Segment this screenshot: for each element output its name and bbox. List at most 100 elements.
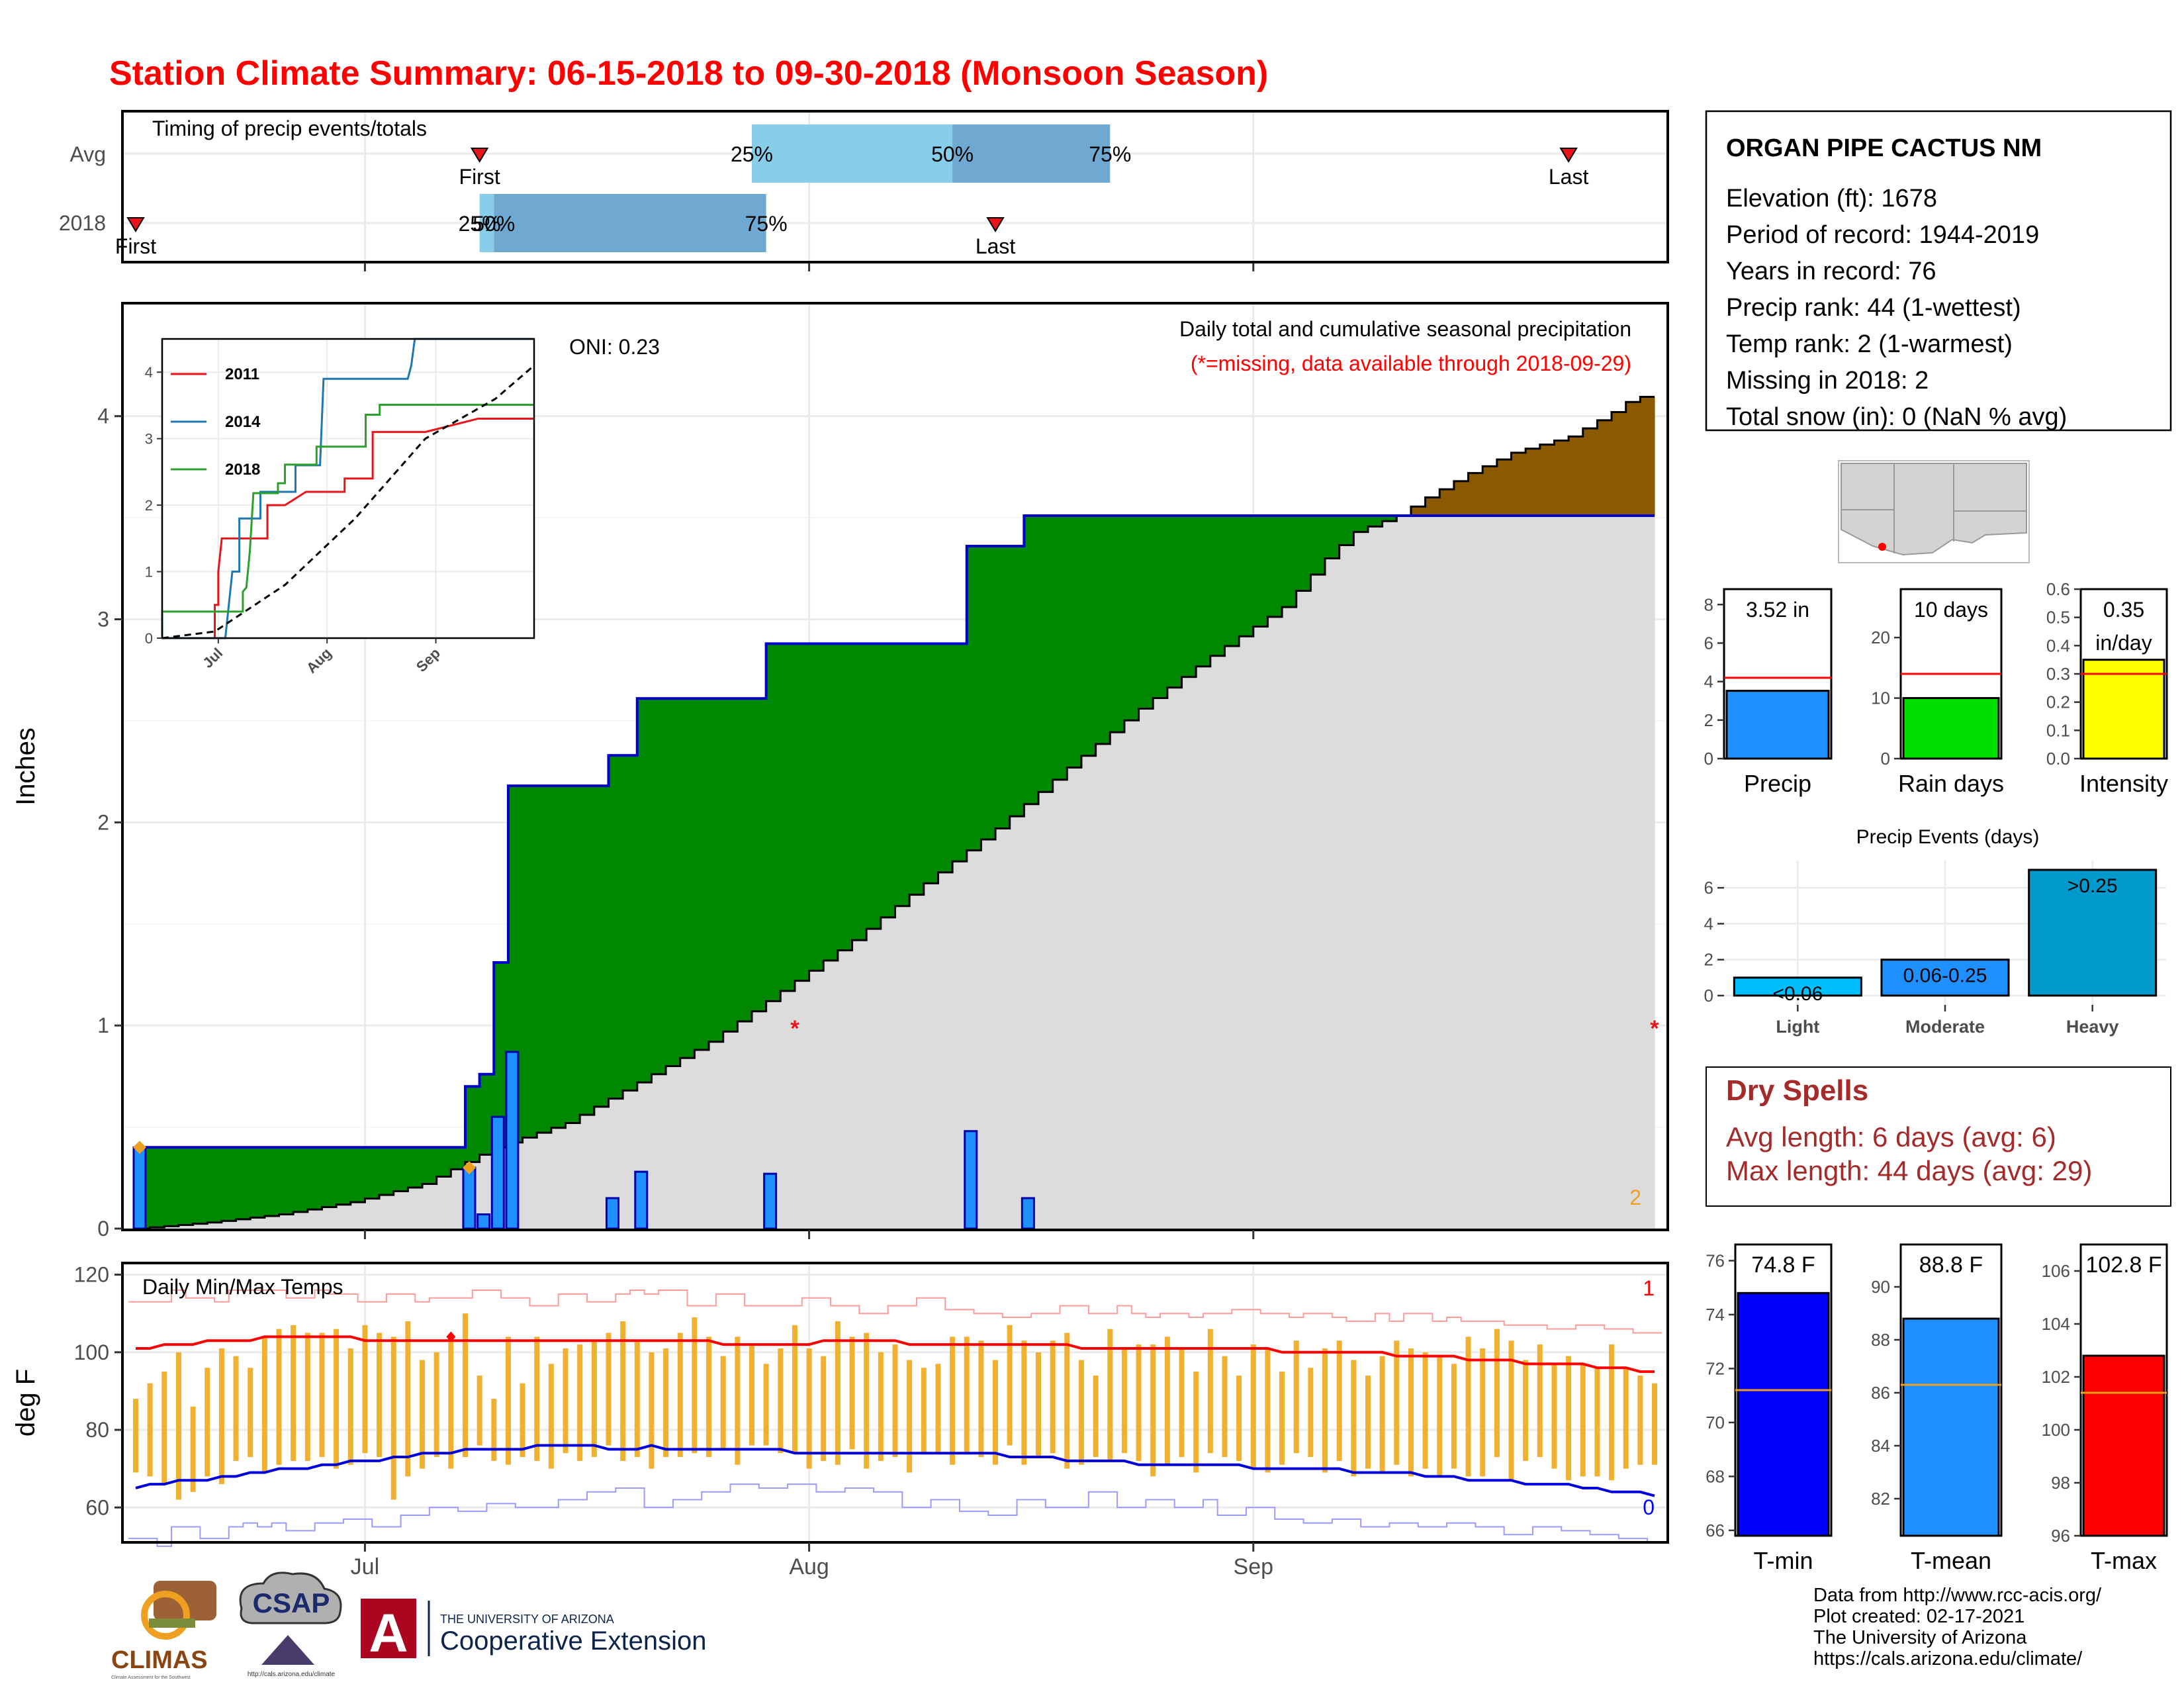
normal-area-segment xyxy=(666,1066,681,1229)
daily-temp-bar xyxy=(477,1375,482,1446)
station-line-temp-rank: Temp rank: 2 (1-warmest) xyxy=(1726,330,2013,358)
daily-temp-bar xyxy=(1150,1344,1156,1477)
summary-bar-label: T-max xyxy=(2091,1547,2157,1574)
inset-y-tick-label: 4 xyxy=(145,364,153,381)
daily-temp-bar xyxy=(505,1336,511,1465)
above-normal-segment xyxy=(780,643,796,992)
above-normal-segment xyxy=(981,546,996,840)
x-tick-label: Sep xyxy=(1234,1554,1274,1579)
normal-area-segment xyxy=(809,970,824,1229)
daily-temp-bar xyxy=(1351,1360,1357,1477)
summary-value-label: 0.35 xyxy=(2103,598,2144,622)
summary-y-tick-label: 0.2 xyxy=(2046,692,2070,712)
normal-area-segment xyxy=(1539,516,1555,1229)
above-normal-segment xyxy=(150,1147,165,1228)
above-normal-segment xyxy=(580,786,595,1115)
daily-temp-bar xyxy=(950,1336,956,1465)
station-name: ORGAN PIPE CACTUS NM xyxy=(1726,134,2042,162)
daily-temp-bar xyxy=(1480,1348,1486,1477)
summary-bar-rain-days xyxy=(1902,697,2000,760)
observed-cumulative-line xyxy=(136,514,1655,1149)
above-normal-segment xyxy=(1382,516,1397,522)
daily-temp-bar xyxy=(1422,1352,1428,1469)
summary-value-label: 10 days xyxy=(1914,598,1988,622)
footer-line-university: The University of Arizona xyxy=(1813,1627,2027,1648)
above-normal-segment xyxy=(164,1147,179,1227)
daily-temp-bar xyxy=(620,1321,626,1461)
above-normal-segment xyxy=(479,1074,494,1155)
inset-y-tick-label: 1 xyxy=(145,564,153,581)
above-normal-segment xyxy=(451,1147,466,1170)
above-normal-segment xyxy=(1167,516,1183,688)
daily-temp-bar xyxy=(577,1344,583,1461)
normal-area-segment xyxy=(1124,720,1140,1229)
above-normal-segment xyxy=(651,698,666,1074)
precip-panel-frame xyxy=(121,302,1669,1231)
above-normal-segment xyxy=(866,643,882,929)
summary-y-tick-label: 0.1 xyxy=(2046,720,2070,740)
temp-panel: 60 80 100 120 Daily Min/Max Temps deg F 1 0… xyxy=(11,1262,1669,1579)
normal-area-segment xyxy=(1525,516,1541,1229)
daily-temp-bar xyxy=(420,1360,426,1469)
daily-temp-bar xyxy=(735,1336,741,1465)
normal-area-segment xyxy=(1410,516,1426,1229)
summary-bar-label: Precip xyxy=(1744,770,1811,797)
above-normal-segment xyxy=(1267,516,1283,617)
daily-temp-bar xyxy=(591,1340,597,1458)
daily-precip-bar xyxy=(505,1051,520,1230)
normal-area-segment xyxy=(1081,755,1097,1229)
above-normal-segment xyxy=(250,1147,265,1218)
above-normal-segment xyxy=(350,1147,366,1203)
ua-logo-small: THE UNIVERSITY OF ARIZONA xyxy=(440,1613,614,1626)
normal-area-segment xyxy=(1009,816,1024,1229)
daily-temp-bar xyxy=(433,1352,439,1458)
record-min-line xyxy=(128,1483,1662,1547)
timing-row-avg-label: Avg xyxy=(69,142,106,166)
below-normal-segment xyxy=(1439,489,1455,516)
daily-temp-bar xyxy=(1222,1356,1228,1458)
timing-avg-p75-label: 75% xyxy=(1089,142,1131,166)
below-normal-segment xyxy=(1569,436,1584,516)
summary-y-tick-label: 104 xyxy=(2042,1314,2070,1334)
above-normal-segment xyxy=(465,1086,480,1162)
summary-y-tick-label: 70 xyxy=(1706,1413,1725,1432)
timing-avg-first-label: First xyxy=(459,165,500,189)
daily-temp-bar xyxy=(405,1321,411,1477)
inset-frame xyxy=(161,338,535,639)
normal-area-segment xyxy=(1482,516,1498,1229)
daily-temp-bar xyxy=(1236,1375,1242,1461)
daily-temp-bar xyxy=(347,1348,353,1465)
above-normal-segment xyxy=(1296,516,1311,591)
daily-temp-bar xyxy=(921,1368,927,1454)
daily-temp-bar xyxy=(1064,1333,1070,1469)
normal-area-segment xyxy=(1554,516,1569,1229)
precip-y-tick-label: 1 xyxy=(97,1013,109,1037)
above-normal-segment xyxy=(1181,516,1197,677)
summary-y-tick-label: 66 xyxy=(1706,1521,1725,1540)
above-normal-segment xyxy=(823,643,839,961)
daily-precip-bar xyxy=(763,1172,778,1230)
daily-temp-bar xyxy=(205,1368,210,1477)
daily-temp-bar xyxy=(233,1356,239,1461)
below-normal-segment xyxy=(1425,497,1440,516)
below-normal-segment xyxy=(1525,448,1541,516)
daily-temp-bar xyxy=(1594,1368,1600,1477)
daily-temp-bar xyxy=(1322,1348,1328,1473)
summary-bar-label: T-min xyxy=(1754,1547,1813,1574)
timing-2018-first-marker xyxy=(126,217,145,232)
normal-area-segment xyxy=(1181,677,1197,1229)
daily-precip-bar xyxy=(1021,1197,1035,1230)
above-normal-segment xyxy=(837,643,853,951)
normal-area-segment xyxy=(866,929,882,1229)
summary-value-unit: in/day xyxy=(2095,631,2152,655)
summary-y-tick-label: 0.4 xyxy=(2046,635,2070,655)
daily-temp-bar xyxy=(1164,1336,1170,1465)
footer-line-url: https://cals.arizona.edu/climate/ xyxy=(1813,1648,2083,1669)
daily-temp-bar xyxy=(1494,1329,1500,1458)
above-normal-segment xyxy=(952,643,968,862)
record-high-marker xyxy=(446,1331,456,1342)
above-normal-segment xyxy=(1310,516,1326,575)
events-y-tick-label: 6 xyxy=(1704,878,1713,898)
summary-bar-label: Rain days xyxy=(1898,770,2004,797)
csap-logo-url: http://cals.arizona.edu/climate xyxy=(248,1671,336,1678)
